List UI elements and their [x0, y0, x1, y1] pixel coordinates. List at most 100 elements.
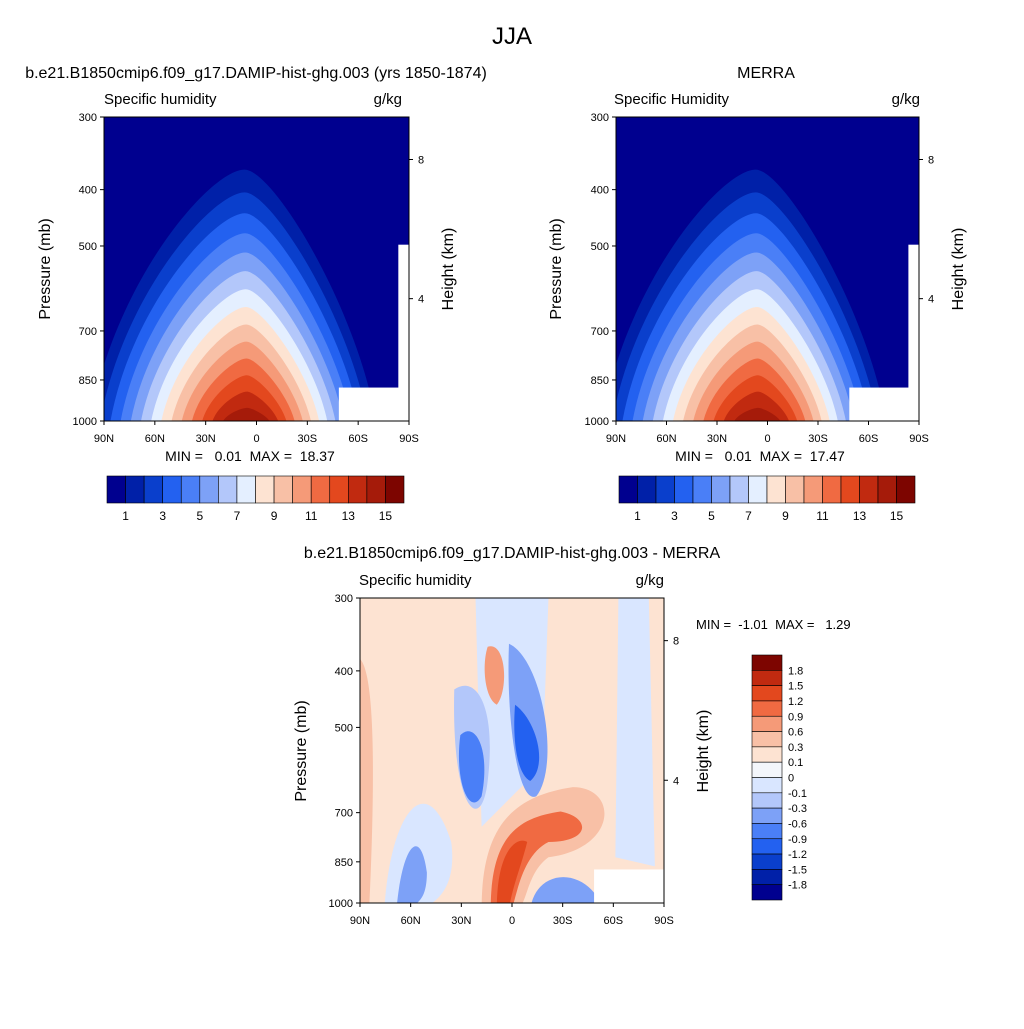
y-tick-label: 400 — [79, 185, 97, 197]
colorbar-swatch — [751, 654, 783, 671]
colorbar-swatch — [748, 475, 768, 504]
panel-left-units: g/kg — [374, 91, 402, 108]
y2-tick-label: 8 — [928, 155, 934, 167]
contour-level — [232, 423, 263, 424]
y-tick-label: 1000 — [585, 416, 609, 428]
x-tick-label: 30N — [707, 433, 727, 445]
y-tick-label: 700 — [79, 326, 97, 338]
x-tick-label: 30N — [196, 433, 216, 445]
missing-data-mask — [338, 387, 409, 421]
colorbar-swatch — [366, 475, 386, 504]
colorbar-label: -1.8 — [788, 880, 807, 892]
colorbar-swatch — [162, 475, 182, 504]
x-tick-label: 60S — [604, 915, 624, 927]
y-tick-label: 1000 — [329, 898, 353, 910]
colorbar-swatch — [348, 475, 368, 504]
colorbar-label: -0.6 — [788, 818, 807, 830]
colorbar-swatch — [637, 475, 657, 504]
panel-left-ylabel: Pressure (mb) — [37, 218, 54, 319]
x-tick-label: 30S — [553, 915, 573, 927]
panel-right-frame — [615, 116, 920, 422]
x-tick-label: 90S — [909, 433, 929, 445]
colorbar-label: 3 — [671, 509, 678, 523]
y-tick-label: 500 — [335, 722, 353, 734]
y-tick-label: 300 — [79, 112, 97, 124]
colorbar-label: 0.3 — [788, 742, 803, 754]
colorbar-label: -0.3 — [788, 803, 807, 815]
colorbar-swatch — [218, 475, 238, 504]
x-tick-label: 60S — [859, 433, 879, 445]
colorbar-swatch — [803, 475, 823, 504]
colorbar-swatch — [751, 700, 783, 717]
colorbar-swatch — [292, 475, 312, 504]
colorbar-swatch — [751, 884, 783, 901]
y2-tick-label: 8 — [673, 636, 679, 648]
contour-level — [223, 407, 270, 421]
colorbar-swatch — [766, 475, 786, 504]
x-tick-label: 60N — [145, 433, 165, 445]
colorbar-swatch — [329, 475, 349, 504]
x-tick-label: 30S — [298, 433, 318, 445]
colorbar-swatch — [877, 475, 897, 504]
y-tick-label: 1000 — [73, 416, 97, 428]
panel-left-variable: Specific humidity — [104, 91, 217, 108]
panel-left: b.e21.B1850cmip6.f09_g17.DAMIP-hist-ghg.… — [25, 65, 487, 523]
colorbar-swatch — [751, 838, 783, 855]
colorbar-swatch — [273, 475, 293, 504]
x-tick-label: 60N — [656, 433, 676, 445]
panel-diff-variable: Specific humidity — [359, 572, 472, 589]
colorbar-swatch — [106, 475, 126, 504]
panel-right-variable: Specific Humidity — [614, 91, 730, 108]
panel-diff-plot: 300 400 500 700 850 1000 90N 60N 30N 0 30S 60S 90S 8 4 — [329, 593, 680, 927]
x-tick-label: 30N — [451, 915, 471, 927]
y-tick-label: 700 — [335, 808, 353, 820]
colorbar-label: 0.1 — [788, 757, 803, 769]
y-tick-label: 700 — [591, 326, 609, 338]
x-tick-label: 90N — [606, 433, 626, 445]
contour-level — [397, 846, 427, 903]
panel-right-title: MERRA — [737, 65, 795, 82]
y2-tick-label: 8 — [418, 155, 424, 167]
y-tick-label: 400 — [335, 666, 353, 678]
colorbar-label: 0 — [788, 773, 794, 785]
colorbar-swatch — [255, 475, 275, 504]
panel-left-frame — [103, 116, 410, 422]
panel-diff-colorbar: 1.8 1.5 1.2 0.9 0.6 0.3 0.1 0 -0.1 -0.3 -0.6 -0.9 -1… — [751, 654, 807, 901]
colorbar-swatch — [143, 475, 163, 504]
colorbar-label: 1.2 — [788, 696, 803, 708]
missing-data-mask — [849, 387, 919, 421]
colorbar-label: 5 — [708, 509, 715, 523]
panel-right-y2label: Height (km) — [950, 228, 967, 311]
colorbar-swatch — [751, 869, 783, 885]
x-tick-label: 90N — [350, 915, 370, 927]
colorbar-swatch — [729, 475, 749, 504]
x-tick-label: 90S — [654, 915, 674, 927]
colorbar-label: 0.9 — [788, 711, 803, 723]
y2-tick-label: 4 — [418, 294, 424, 306]
panel-diff-title: b.e21.B1850cmip6.f09_g17.DAMIP-hist-ghg.… — [304, 545, 721, 562]
colorbar-label: -0.1 — [788, 788, 807, 800]
y-tick-label: 500 — [591, 241, 609, 253]
colorbar-swatch — [751, 685, 783, 702]
y-tick-label: 850 — [335, 857, 353, 869]
panel-diff-stats: MIN = -1.01 MAX = 1.29 — [696, 617, 851, 632]
x-tick-label: 60S — [348, 433, 368, 445]
colorbar-label: -1.5 — [788, 864, 807, 876]
colorbar-swatch — [751, 746, 783, 763]
colorbar-swatch — [751, 777, 783, 794]
contour-level — [531, 877, 601, 903]
colorbar-label: 13 — [853, 509, 867, 523]
x-tick-label: 30S — [808, 433, 828, 445]
y-tick-label: 850 — [591, 375, 609, 387]
panel-diff-y2label: Height (km) — [695, 710, 712, 793]
panel-right: MERRA Specific Humidity g/kg 30040050070… — [548, 65, 967, 523]
colorbar-label: -1.2 — [788, 849, 807, 861]
contour-level — [458, 731, 485, 803]
contour-level — [743, 423, 773, 424]
panel-right-ylabel: Pressure (mb) — [548, 218, 565, 319]
panel-right-stats: MIN = 0.01 MAX = 17.47 — [675, 448, 845, 464]
colorbar-swatch — [125, 475, 145, 504]
contour-level — [497, 840, 528, 903]
contour-level — [615, 598, 655, 867]
